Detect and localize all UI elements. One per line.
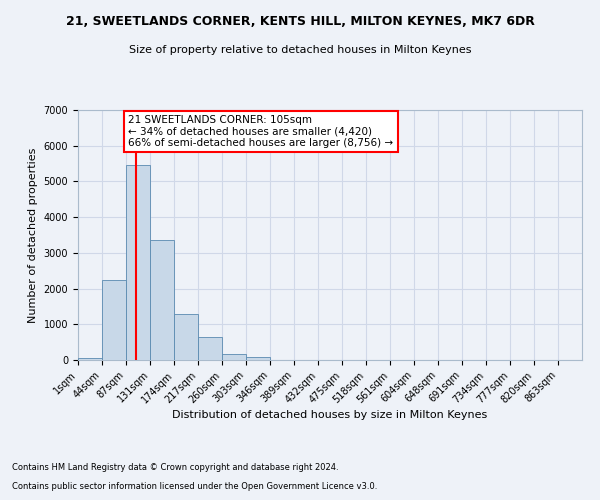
Bar <box>151 240 175 360</box>
X-axis label: Distribution of detached houses by size in Milton Keynes: Distribution of detached houses by size … <box>172 410 488 420</box>
Bar <box>198 337 222 360</box>
Text: 21, SWEETLANDS CORNER, KENTS HILL, MILTON KEYNES, MK7 6DR: 21, SWEETLANDS CORNER, KENTS HILL, MILTO… <box>65 15 535 28</box>
Text: Contains public sector information licensed under the Open Government Licence v3: Contains public sector information licen… <box>12 482 377 491</box>
Text: Size of property relative to detached houses in Milton Keynes: Size of property relative to detached ho… <box>129 45 471 55</box>
Text: 21 SWEETLANDS CORNER: 105sqm
← 34% of detached houses are smaller (4,420)
66% of: 21 SWEETLANDS CORNER: 105sqm ← 34% of de… <box>128 115 394 148</box>
Text: Contains HM Land Registry data © Crown copyright and database right 2024.: Contains HM Land Registry data © Crown c… <box>12 464 338 472</box>
Bar <box>175 314 198 360</box>
Bar <box>126 166 151 360</box>
Bar <box>102 280 126 360</box>
Bar <box>246 358 270 360</box>
Bar <box>78 358 102 360</box>
Bar <box>222 354 246 360</box>
Y-axis label: Number of detached properties: Number of detached properties <box>28 148 38 322</box>
